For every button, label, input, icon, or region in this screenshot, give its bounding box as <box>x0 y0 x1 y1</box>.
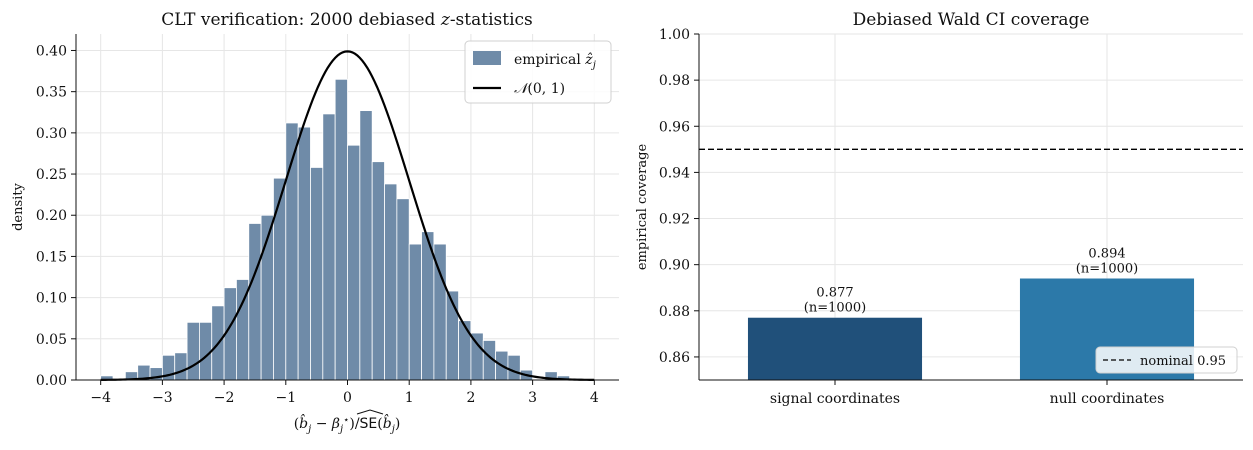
y-tick-label: 0.94 <box>659 165 690 181</box>
legend-frame <box>1095 346 1238 374</box>
histogram-title: CLT verification: 2000 debiased z-statis… <box>161 10 533 30</box>
histogram-panel: CLT verification: 2000 debiased z-statis… <box>11 10 619 435</box>
coverage-legend: nominal 0.95 <box>1095 346 1238 374</box>
coverage-y-ticks: 0.86 0.88 0.90 0.92 0.94 0.96 0.98 1.00 <box>659 27 699 366</box>
x-tick-label: −1 <box>275 390 296 406</box>
y-tick-label: 0.90 <box>659 258 690 274</box>
legend-label-nominal: nominal 0.95 <box>1140 354 1226 369</box>
legend-swatch-empirical <box>473 51 501 65</box>
legend-label-normal: 𝒩(0, 1) <box>514 81 565 97</box>
histogram-y-ticks: 0.00 0.05 0.10 0.15 0.20 0.25 0.30 0.35 0.40 <box>36 43 76 389</box>
y-tick-label: 0.96 <box>659 119 690 135</box>
histogram-bar <box>408 243 422 381</box>
svg-text:(b̂j − βj⋆)/SE(b̂j): (b̂j − βj⋆)/SE(b̂j) <box>294 413 401 435</box>
y-tick-label: 0.88 <box>659 304 690 320</box>
y-tick-label: 0.98 <box>659 73 690 89</box>
x-tick-label: 2 <box>466 390 475 406</box>
histogram-bar <box>297 126 311 381</box>
coverage-data-labels: 0.877(n=1000)0.894(n=1000) <box>804 247 1139 316</box>
histogram-bar <box>371 161 385 381</box>
histogram-bar <box>384 183 398 381</box>
x-tick-label: −2 <box>214 390 235 406</box>
coverage-title: Debiased Wald CI coverage <box>853 10 1090 30</box>
x-tick-label: signal coordinates <box>770 391 900 407</box>
y-tick-label: 0.92 <box>659 212 690 228</box>
y-tick-label: 0.40 <box>36 43 67 59</box>
histogram-x-ticks: −4 −3 −2 −1 0 1 2 3 4 <box>90 380 599 406</box>
coverage-bar <box>747 317 923 380</box>
x-tick-label: null coordinates <box>1050 391 1165 407</box>
histogram-x-axis-label: (b̂j − βj⋆)/SE(b̂j) <box>294 409 401 435</box>
y-tick-label: 0.05 <box>36 332 67 348</box>
histogram-bar <box>470 332 484 381</box>
histogram-bar <box>458 320 472 381</box>
histogram-bar <box>322 113 336 381</box>
bar-count-label: (n=1000) <box>1076 262 1139 277</box>
y-tick-label: 0.20 <box>36 208 67 224</box>
histogram-bar <box>186 321 200 381</box>
x-tick-label: 0 <box>343 390 352 406</box>
histogram-bars <box>100 78 583 381</box>
histogram-bar <box>273 177 287 381</box>
y-tick-label: 0.10 <box>36 291 67 307</box>
histogram-bar <box>248 223 262 381</box>
y-tick-label: 0.15 <box>36 249 67 265</box>
coverage-panel: Debiased Wald CI coverage signal coordin… <box>635 10 1243 407</box>
bar-value-label: 0.877 <box>816 286 853 301</box>
legend-label-empirical: empirical ẑj <box>514 51 596 71</box>
histogram-y-axis-label: density <box>11 182 26 230</box>
normal-pdf-curve <box>100 50 595 381</box>
histogram-bar <box>507 354 521 381</box>
histogram-bar <box>347 144 361 381</box>
histogram-bar <box>310 167 324 381</box>
histogram-bar <box>174 352 188 381</box>
x-tick-label: 1 <box>405 390 414 406</box>
coverage-y-axis-label: empirical coverage <box>635 144 650 271</box>
legend-frame <box>464 40 612 104</box>
y-tick-label: 0.00 <box>36 373 67 389</box>
bar-count-label: (n=1000) <box>804 301 867 316</box>
y-tick-label: 1.00 <box>659 27 690 43</box>
y-tick-label: 0.25 <box>36 167 67 183</box>
y-tick-label: 0.86 <box>659 350 690 366</box>
histogram-legend: empirical ẑj 𝒩(0, 1) <box>464 40 612 104</box>
y-tick-label: 0.35 <box>36 85 67 101</box>
histogram-bar <box>396 198 410 381</box>
y-tick-label: 0.30 <box>36 126 67 142</box>
bar-value-label: 0.894 <box>1088 247 1125 262</box>
x-tick-label: 3 <box>528 390 537 406</box>
coverage-x-ticks: signal coordinates null coordinates <box>770 380 1164 407</box>
x-tick-label: −3 <box>152 390 173 406</box>
x-tick-label: −4 <box>90 390 111 406</box>
histogram-bar <box>359 110 373 381</box>
x-tick-label: 4 <box>590 390 599 406</box>
histogram-bar <box>334 78 348 381</box>
